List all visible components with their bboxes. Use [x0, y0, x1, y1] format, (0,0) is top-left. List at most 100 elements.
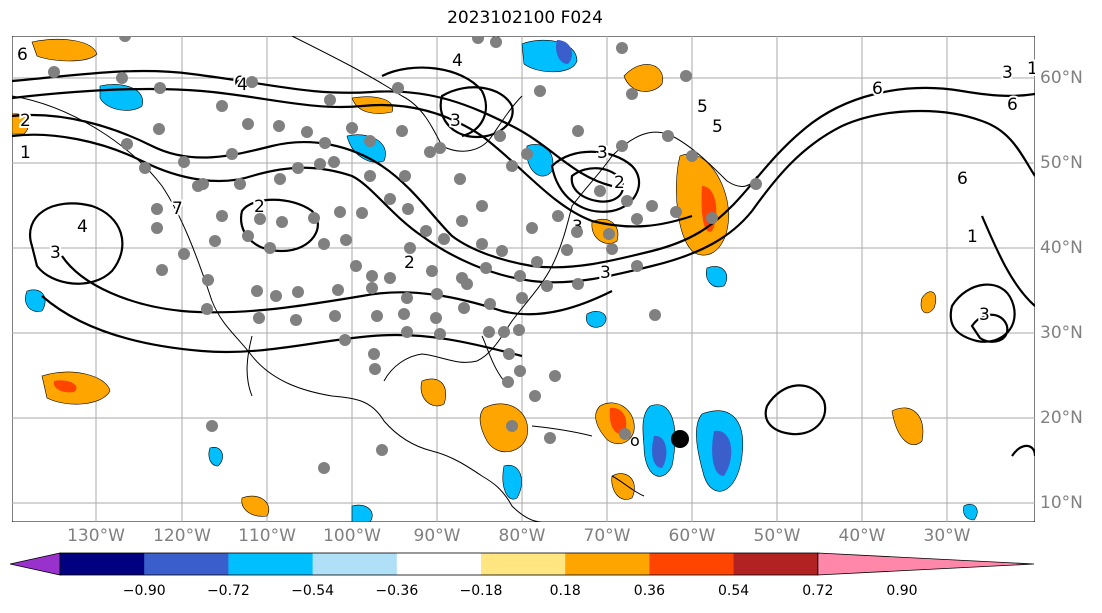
station-dot [750, 178, 762, 190]
negative-anomaly-core [652, 435, 667, 468]
negative-anomaly-core [712, 430, 732, 476]
station-dot [368, 348, 380, 360]
station-dot [242, 118, 254, 130]
contour-label: 4 [452, 51, 463, 71]
colorbar-outline [59, 552, 819, 576]
station-dot [151, 203, 163, 215]
station-dot [534, 85, 546, 97]
station-dot [426, 265, 438, 277]
contour-label: 5 [697, 97, 708, 117]
station-dot [116, 72, 128, 84]
station-dots [48, 36, 762, 474]
station-dot [366, 270, 378, 282]
negative-anomaly [208, 447, 223, 467]
colorbar-segment [481, 553, 566, 575]
positive-anomaly [479, 403, 528, 452]
station-dot [626, 88, 638, 100]
positive-anomaly [891, 407, 924, 446]
station-dot [153, 123, 165, 135]
station-dot [621, 195, 633, 207]
contour-label: 1 [967, 227, 978, 247]
station-dot [178, 248, 190, 260]
station-dot [516, 292, 528, 304]
station-dot [594, 185, 606, 197]
station-dot [396, 125, 408, 137]
station-dot [234, 178, 246, 190]
colorbar-segment [228, 553, 314, 575]
station-dot [398, 308, 410, 320]
negative-anomaly-core [556, 40, 573, 64]
station-dot [430, 312, 442, 324]
lon-label: 120°W [153, 526, 211, 546]
station-dot [384, 272, 396, 284]
contour-label: 2 [254, 197, 265, 217]
lat-label: 50°N [1040, 153, 1083, 173]
station-dot [561, 244, 573, 256]
station-dot [369, 363, 381, 375]
station-dot [254, 213, 266, 225]
colorbar-segment [396, 553, 482, 575]
colorbar [10, 552, 1035, 576]
station-dot [253, 312, 265, 324]
station-dot [476, 238, 488, 250]
station-dot [552, 210, 564, 222]
negative-anomaly [706, 266, 728, 288]
anomaly-shading [12, 39, 978, 522]
station-dot [339, 334, 351, 346]
lon-label: 80°W [498, 526, 546, 546]
station-dot [332, 284, 344, 296]
station-dot [424, 146, 436, 158]
station-dot [274, 173, 286, 185]
station-dot [356, 207, 368, 219]
contour-label: 2 [614, 173, 625, 193]
colorbar-segment [733, 553, 819, 575]
lat-label: 60°N [1040, 68, 1083, 88]
contour-label: 3 [1002, 63, 1013, 83]
station-dot [151, 222, 163, 234]
negative-anomaly [586, 311, 607, 328]
station-dot [502, 376, 514, 388]
station-dot [541, 280, 553, 292]
colorbar-tick-label: 0.72 [802, 583, 834, 599]
station-dot [631, 260, 643, 272]
station-dot [376, 444, 388, 456]
station-dot [301, 126, 313, 138]
station-dot [156, 264, 168, 276]
station-dot [318, 238, 330, 250]
station-dot [334, 206, 346, 218]
height-contours [12, 66, 1035, 457]
station-dot [686, 150, 698, 162]
station-dot [431, 288, 443, 300]
colorbar-tick-label: −0.54 [291, 583, 335, 599]
station-dot [201, 303, 213, 315]
positive-anomaly [611, 473, 635, 500]
negative-anomaly [502, 464, 522, 500]
station-dot [350, 260, 362, 272]
station-dot [646, 200, 658, 212]
station-dot [670, 206, 682, 218]
lat-label: 40°N [1040, 238, 1083, 258]
station-dot [472, 36, 484, 44]
station-dot [531, 256, 543, 268]
coastlines [12, 36, 758, 522]
station-dot [264, 242, 276, 254]
station-dot [526, 222, 538, 234]
station-dot [490, 36, 502, 48]
colorbar-tick-label: −0.72 [206, 583, 250, 599]
contour-label: 3 [979, 305, 990, 325]
negative-anomaly [963, 503, 978, 521]
positive-anomaly-core [609, 407, 627, 435]
station-dot [292, 162, 304, 174]
contour-label: 3 [597, 143, 608, 163]
colorbar-tick-label: −0.90 [122, 583, 166, 599]
station-dot [706, 212, 718, 224]
lon-label: 40°W [838, 526, 886, 546]
lat-label: 10°N [1040, 493, 1083, 513]
station-dot [544, 432, 556, 444]
station-dot [521, 148, 533, 160]
contour-label: 4 [237, 75, 248, 95]
station-dot [371, 310, 383, 322]
contour-label: 1 [1027, 59, 1035, 79]
station-dot [434, 328, 446, 340]
map-title: 2023102100 F024 [447, 8, 603, 28]
